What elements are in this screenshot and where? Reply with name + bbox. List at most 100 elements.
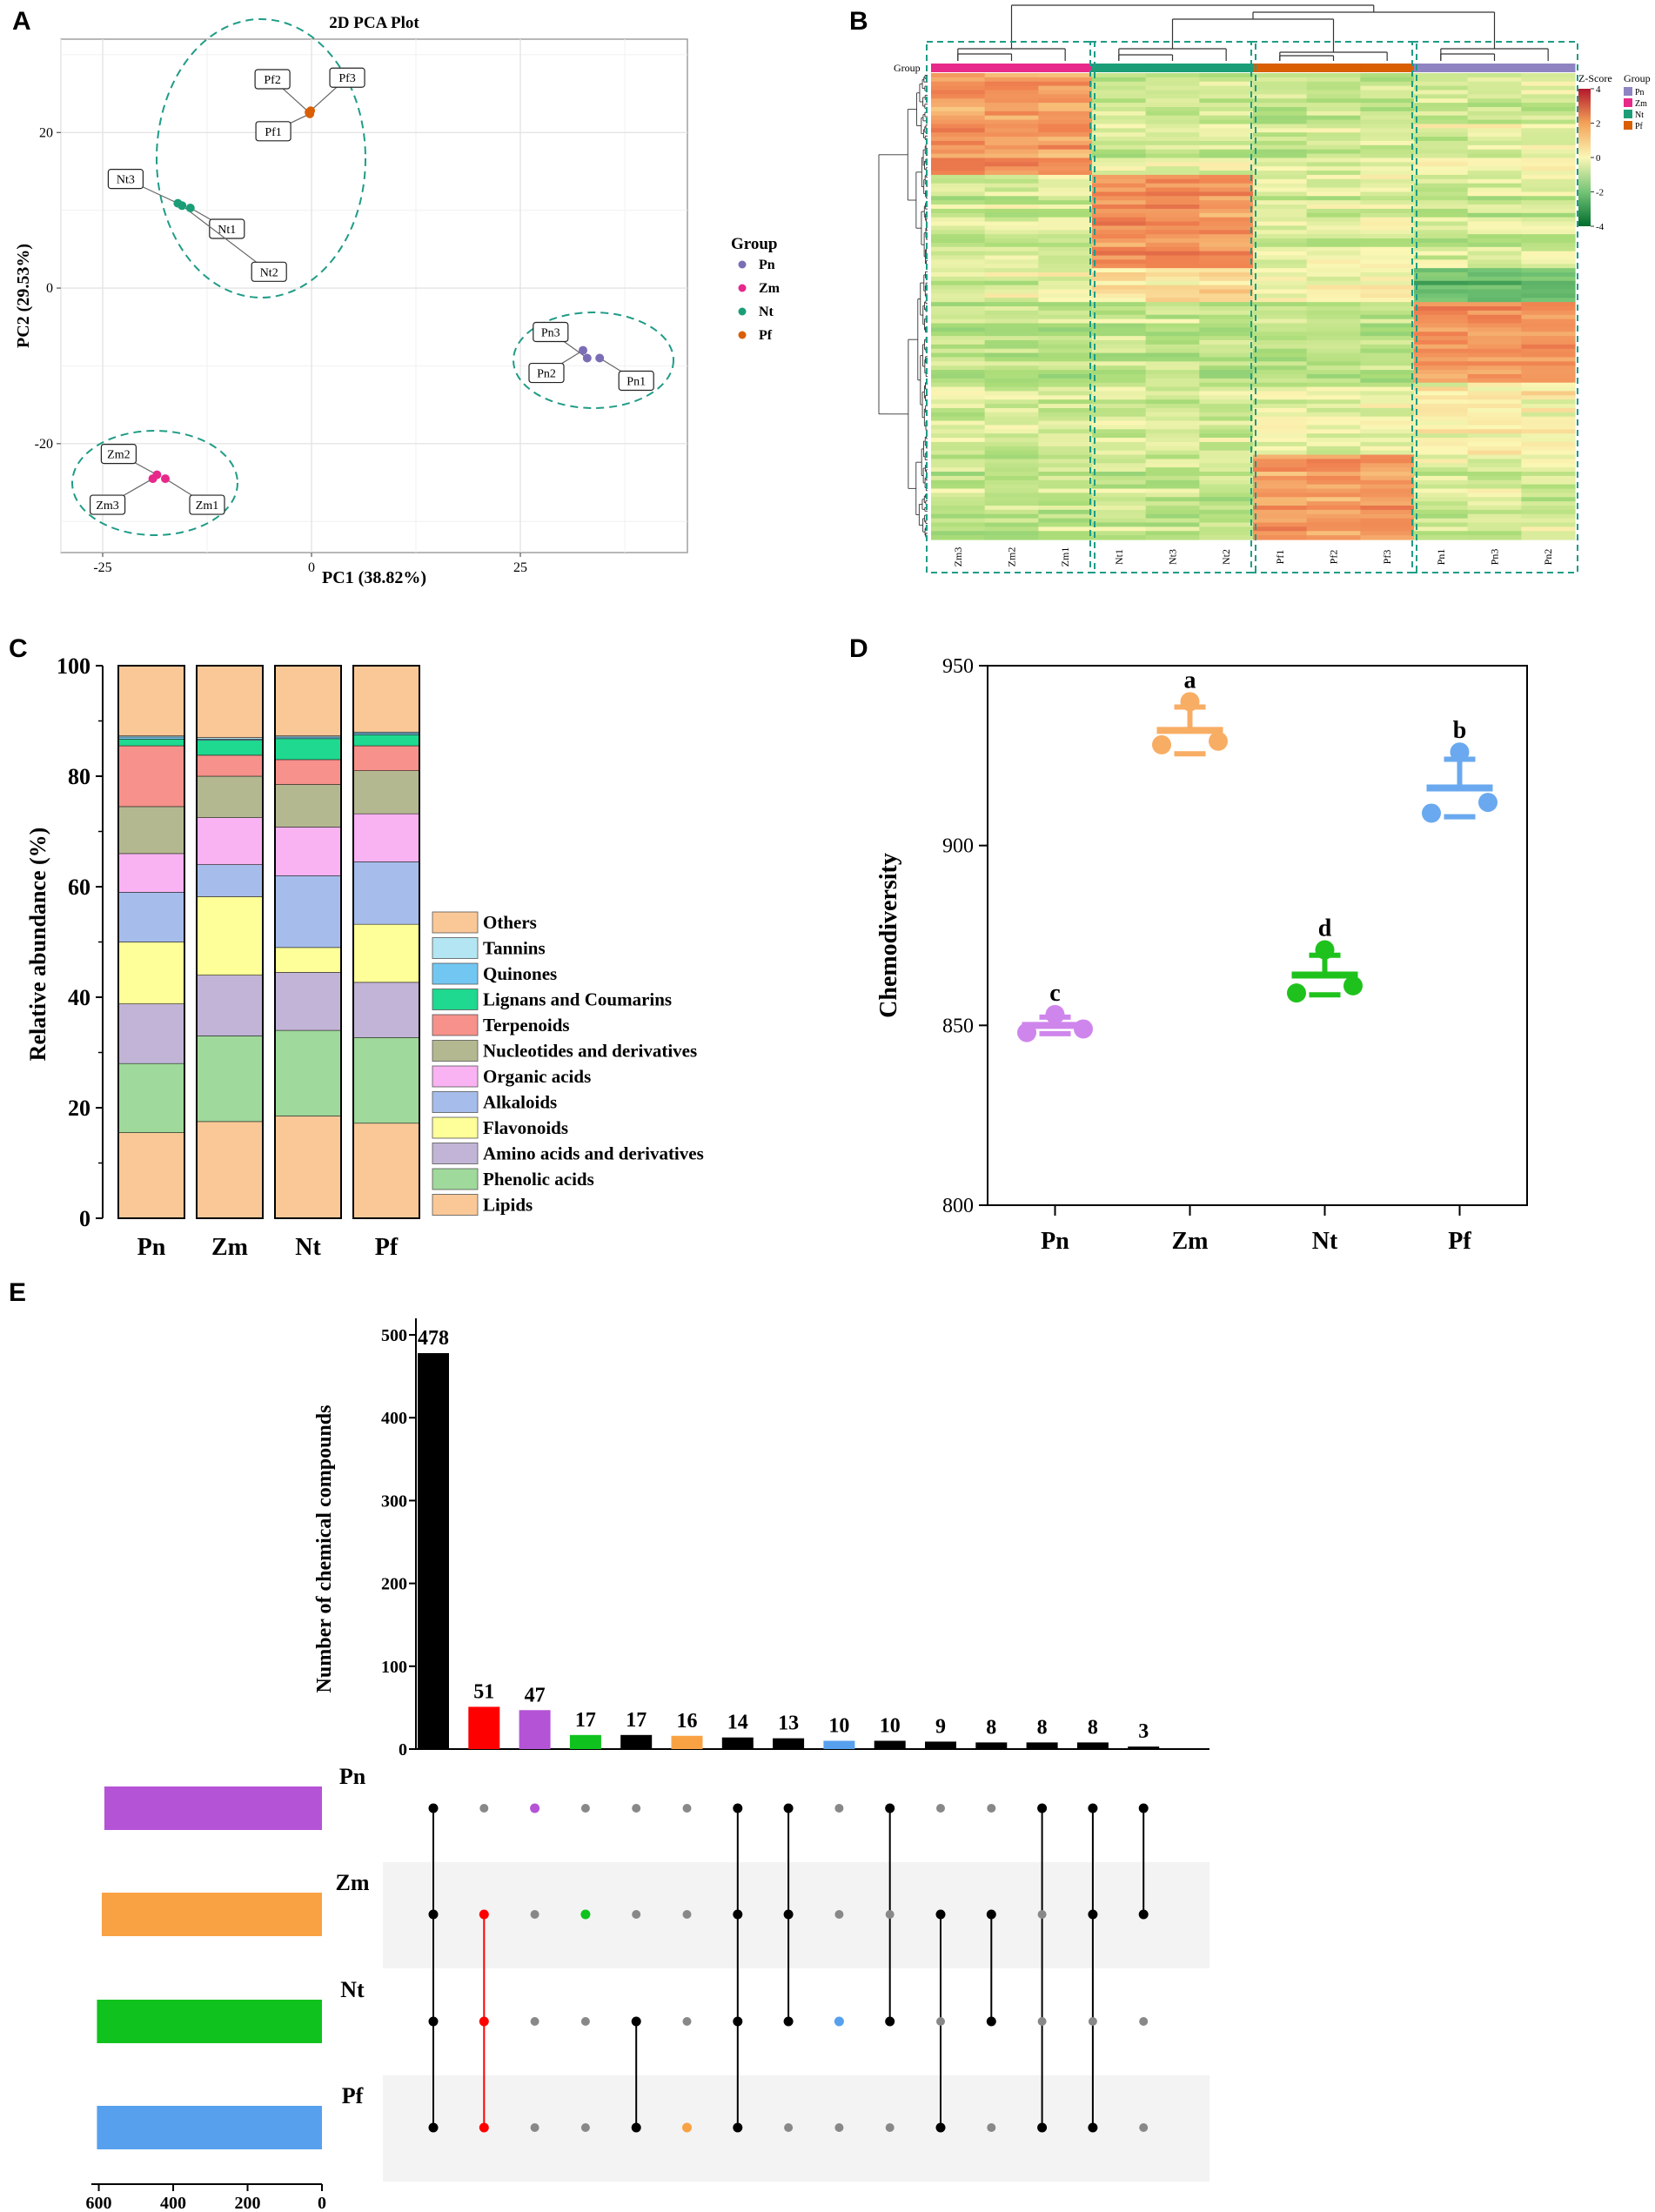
- heatmap-cell: [1521, 94, 1576, 99]
- heatmap-cell: [1521, 280, 1576, 286]
- heatmap-cell: [1414, 373, 1469, 379]
- heatmap-cell: [1521, 352, 1576, 359]
- heatmap-cell: [1199, 90, 1254, 95]
- heatmap-cell: [1521, 472, 1576, 477]
- heatmap-cell: [931, 174, 986, 180]
- heatmap-cell: [984, 158, 1039, 163]
- heatmap-cell: [931, 196, 986, 201]
- heatmap-cell: [1306, 370, 1361, 375]
- heatmap-cell: [1521, 412, 1576, 418]
- heatmap-cell: [931, 429, 986, 434]
- c-bar-nt-phenolic-acids: [274, 1029, 342, 1116]
- heatmap-cell: [1038, 132, 1093, 137]
- heatmap-cell: [1092, 234, 1147, 239]
- heatmap-column-label: Pn1: [1435, 549, 1447, 566]
- heatmap-cell: [1360, 234, 1415, 239]
- heatmap-cell: [1467, 98, 1522, 104]
- pca-y-tick-label: -20: [35, 437, 53, 452]
- heatmap-cell: [931, 149, 986, 155]
- heatmap-cell: [1521, 332, 1576, 337]
- c-legend-swatch-flavonoids: [432, 1116, 479, 1139]
- heatmap-cell: [984, 268, 1039, 273]
- heatmap-cell: [1467, 106, 1522, 112]
- heatmap-cell: [931, 251, 986, 257]
- heatmap-cell: [1360, 479, 1415, 486]
- heatmap-cell: [1414, 450, 1469, 456]
- heatmap-cell: [1521, 429, 1576, 434]
- heatmap-cell: [1092, 336, 1147, 341]
- heatmap-cell: [984, 506, 1039, 511]
- heatmap-cell: [1467, 454, 1522, 460]
- heatmap-cell: [1145, 272, 1200, 278]
- heatmap-cell: [1467, 332, 1522, 337]
- heatmap-cell: [1306, 149, 1361, 155]
- heatmap-cell: [1199, 425, 1254, 430]
- heatmap-cell: [1414, 251, 1469, 257]
- heatmap-cell: [1253, 513, 1308, 519]
- c-bar-nt-others: [274, 665, 342, 736]
- heatmap-cell: [1199, 204, 1254, 210]
- heatmap-cell: [1467, 459, 1522, 464]
- heatmap-cell: [1306, 289, 1361, 294]
- heatmap-cell: [1414, 407, 1469, 413]
- heatmap-cell: [1467, 280, 1522, 286]
- heatmap-cell: [1199, 467, 1254, 473]
- panel-letter-e: E: [9, 1278, 26, 1307]
- heatmap-cell: [1253, 280, 1308, 286]
- heatmap-cell: [1145, 140, 1200, 146]
- heatmap-cell: [1360, 399, 1415, 405]
- heatmap-cell: [1467, 361, 1522, 366]
- e-bar-2: [468, 1706, 500, 1749]
- e-bar-value-label: 47: [525, 1684, 546, 1706]
- colorbar-tick-label: 0: [1596, 153, 1601, 164]
- heatmap-cell: [1306, 259, 1361, 265]
- c-bar-pn-amino-acids-and-derivatives: [117, 1003, 185, 1064]
- heatmap-cell: [1306, 285, 1361, 291]
- heatmap-cell: [1414, 378, 1469, 384]
- heatmap-cell: [1414, 425, 1469, 430]
- heatmap-cell: [1038, 404, 1093, 409]
- heatmap-cell: [1145, 310, 1200, 316]
- heatmap-cell: [1306, 506, 1361, 511]
- heatmap-cell: [931, 391, 986, 396]
- heatmap-column-label: Pf2: [1328, 550, 1340, 565]
- heatmap-cell: [984, 395, 1039, 400]
- e-matrix-dot-inactive: [682, 2017, 692, 2026]
- heatmap-cell: [1145, 386, 1200, 392]
- heatmap-cell: [1092, 264, 1147, 269]
- heatmap-cell: [1199, 115, 1254, 121]
- upset-row-stripes: [383, 1862, 1209, 2182]
- heatmap-cell: [1467, 429, 1522, 434]
- heatmap-cell: [1306, 467, 1361, 473]
- heatmap-cell: [1253, 441, 1308, 447]
- heatmap-cell: [1038, 535, 1093, 540]
- heatmap-cell: [1253, 509, 1308, 515]
- heatmap-cell: [1306, 407, 1361, 413]
- heatmap-cell: [1360, 285, 1415, 291]
- heatmap-cell: [931, 344, 986, 350]
- heatmap-cell: [1092, 332, 1147, 337]
- heatmap-cell: [1253, 526, 1308, 532]
- heatmap-column-label: Pn2: [1542, 549, 1554, 566]
- heatmap-cell: [1038, 276, 1093, 282]
- heatmap-cell: [1253, 73, 1308, 78]
- heatmap-cell: [1145, 332, 1200, 337]
- heatmap-cell: [984, 144, 1039, 151]
- heatmap-cell: [1306, 132, 1361, 137]
- heatmap-cell: [1414, 429, 1469, 434]
- pca-legend-marker-zm: [738, 284, 747, 292]
- pca-label-box: [528, 362, 565, 384]
- heatmap-cell: [1467, 526, 1522, 532]
- heatmap-cell: [1467, 171, 1522, 176]
- heatmap-cell: [1038, 221, 1093, 227]
- heatmap-cell: [1467, 518, 1522, 524]
- heatmap-cell: [1360, 454, 1415, 460]
- heatmap-cell: [1521, 171, 1576, 176]
- heatmap-cell: [1414, 293, 1469, 298]
- heatmap-cell: [1306, 221, 1361, 227]
- heatmap-cell: [1145, 98, 1200, 104]
- heatmap-cell: [1414, 310, 1469, 316]
- heatmap-cell: [931, 395, 986, 400]
- heatmap-cell: [1360, 153, 1415, 159]
- heatmap-group-label: Group: [894, 62, 921, 74]
